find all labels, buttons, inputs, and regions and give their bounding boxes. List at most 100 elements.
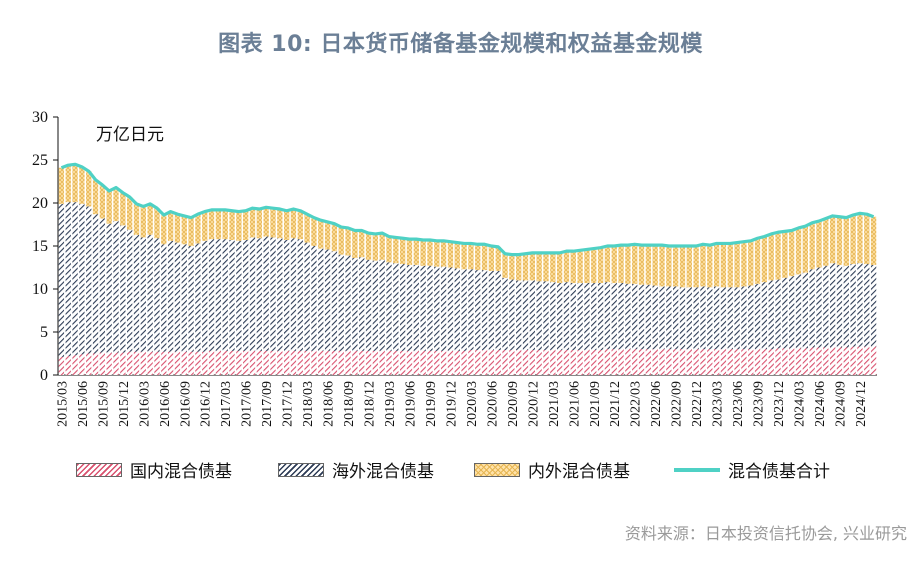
bar-segment-domestic: [638, 349, 645, 375]
bar-segment-foreign: [748, 285, 754, 350]
bar-segment-foreign: [761, 282, 768, 350]
x-tick-label: 2021/09: [588, 381, 603, 427]
x-tick-label: 2024/03: [793, 381, 808, 427]
bar-segment-mixed: [829, 215, 836, 264]
bar-segment-domestic: [263, 350, 269, 375]
legend-swatch-total: [674, 467, 720, 472]
bar-segment-mixed: [563, 251, 570, 283]
bar-segment-domestic: [359, 350, 365, 375]
bar-segment-foreign: [734, 287, 740, 350]
bar-segment-domestic: [92, 353, 99, 375]
bar-segment-domestic: [754, 349, 761, 375]
bar-segment-domestic: [775, 348, 781, 375]
bar-segment-domestic: [222, 350, 228, 375]
bar-segment-mixed: [816, 221, 822, 268]
bar-segment-foreign: [188, 246, 194, 352]
bar-segment-mixed: [632, 244, 638, 284]
bar-segment-foreign: [713, 286, 720, 350]
bar-segment-mixed: [748, 240, 754, 286]
bar-segment-foreign: [208, 239, 215, 351]
legend-label-total: 混合债基合计: [728, 462, 830, 482]
bar-segment-domestic: [597, 350, 604, 375]
bar-segment-foreign: [86, 206, 92, 354]
bar-segment-mixed: [645, 245, 652, 285]
bar-segment-mixed: [147, 203, 153, 235]
x-tick-label: 2021/12: [608, 381, 623, 427]
bar-segment-domestic: [181, 351, 187, 375]
bar-segment-mixed: [666, 246, 672, 287]
bar-segment-domestic: [632, 349, 638, 375]
bar-segment-domestic: [270, 350, 276, 375]
bar-segment-domestic: [748, 349, 754, 375]
bar-segment-mixed: [140, 206, 146, 238]
bar-segment-domestic: [208, 350, 215, 375]
bar-segment-mixed: [161, 215, 167, 245]
bar-segment-foreign: [475, 270, 481, 351]
x-tick-label: 2022/12: [690, 381, 705, 427]
x-tick-labels: 2015/03 2015/06 2015/09 2015/12 2016/03 2016/…: [55, 381, 869, 427]
bar-segment-mixed: [249, 208, 256, 238]
bar-segment-foreign: [707, 287, 713, 350]
bar-segment-mixed: [359, 230, 365, 258]
bar-segment-domestic: [625, 349, 631, 375]
axes: 0 5 10 15 20 25 30: [32, 109, 877, 384]
bar-segment-foreign: [243, 239, 249, 351]
bar-segment-foreign: [345, 255, 351, 351]
bar-segment-foreign: [427, 265, 433, 351]
bar-segment-mixed: [243, 210, 249, 240]
bar-segment-domestic: [802, 348, 808, 375]
bar-segment-mixed: [481, 244, 488, 271]
bar-segment-mixed: [167, 211, 174, 241]
bar-segment-domestic: [809, 347, 815, 375]
bar-segment-mixed: [754, 238, 761, 284]
bar-segment-mixed: [727, 243, 733, 288]
bar-segment-foreign: [440, 266, 447, 351]
bar-segment-domestic: [618, 349, 624, 375]
legend-item-foreign: 海外混合债基: [278, 457, 434, 482]
bar-segment-mixed: [365, 233, 372, 260]
bar-segment-foreign: [625, 283, 631, 350]
bar-segment-foreign: [604, 282, 611, 350]
bar-segment-foreign: [829, 263, 836, 348]
bar-segment-foreign: [270, 237, 276, 351]
bar-segment-foreign: [823, 265, 829, 348]
bar-segment-mixed: [870, 216, 877, 265]
y-tick-label: 10: [32, 281, 48, 298]
x-tick-label: 2016/03: [137, 381, 152, 427]
legend-swatch-domestic: [76, 462, 122, 477]
bar-segment-foreign: [195, 243, 201, 352]
bar-segment-domestic: [331, 350, 338, 375]
legend: 国内混合债基 海外混合债基 内外混合债基 混合债基合计: [0, 457, 921, 485]
bar-segment-foreign: [263, 236, 269, 351]
legend-item-total: 混合债基合计: [674, 457, 830, 482]
bar-segment-foreign: [379, 259, 385, 351]
bar-segment-foreign: [229, 239, 235, 351]
bar-segment-mixed: [707, 245, 713, 288]
bar-segment-mixed: [857, 213, 863, 264]
bar-segment-mixed: [256, 209, 262, 239]
bar-segment-foreign: [454, 268, 460, 351]
bar-segment-foreign: [864, 264, 870, 347]
bar-segment-mixed: [188, 217, 194, 246]
bar-segment-domestic: [516, 350, 522, 375]
bar-segment-mixed: [461, 243, 467, 270]
bar-segment-mixed: [304, 214, 310, 243]
bar-segment-mixed: [741, 241, 747, 287]
bar-segment-foreign: [277, 238, 283, 351]
bar-segment-mixed: [618, 245, 624, 283]
bar-segment-foreign: [120, 225, 126, 353]
bar-segment-domestic: [495, 350, 501, 375]
bar-segment-domestic: [58, 356, 65, 375]
bar-segment-domestic: [311, 350, 317, 375]
bar-segment-domestic: [406, 350, 413, 375]
bar-segment-domestic: [795, 348, 802, 375]
bar-segment-foreign: [584, 282, 590, 351]
bar-segment-foreign: [461, 269, 467, 351]
bar-segment-domestic: [673, 349, 679, 375]
bar-segment-foreign: [809, 269, 815, 348]
bar-segment-domestic: [789, 348, 795, 375]
bar-segment-mixed: [734, 242, 740, 288]
bar-segment-mixed: [795, 227, 802, 275]
bar-segment-foreign: [222, 239, 228, 351]
bar-segment-mixed: [324, 221, 331, 250]
